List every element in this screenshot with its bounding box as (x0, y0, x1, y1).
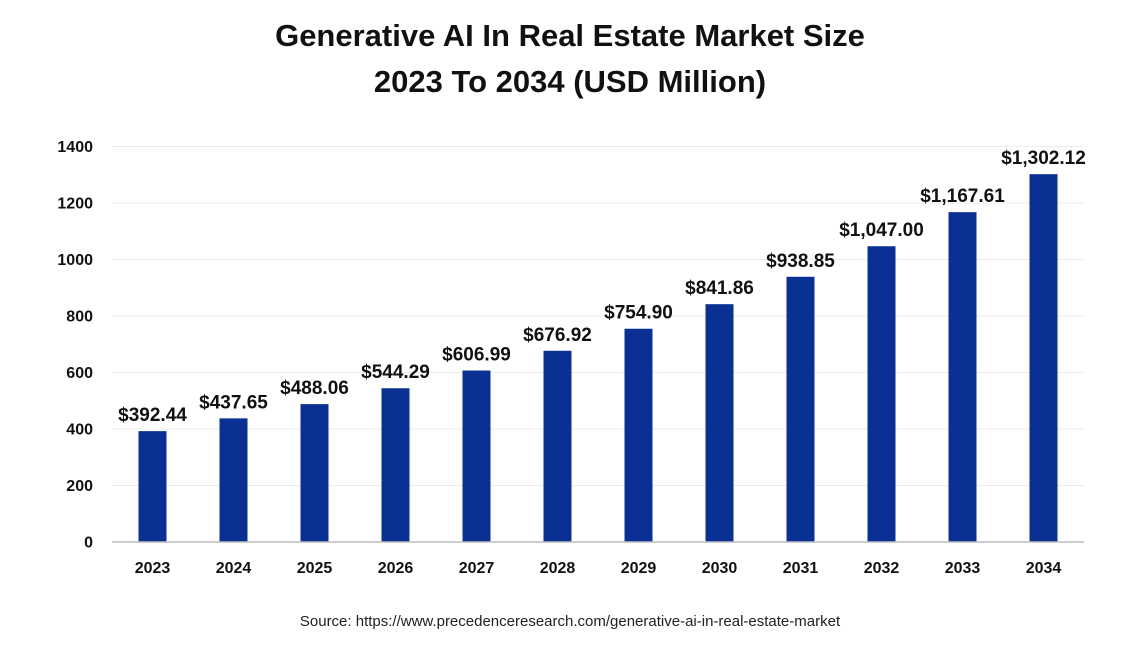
data-label: $1,167.61 (920, 186, 1005, 207)
data-label: $392.44 (118, 405, 187, 426)
bar-2030 (705, 304, 734, 542)
bar-2034 (1029, 174, 1058, 542)
data-label: $841.86 (685, 278, 754, 299)
x-tick-label: 2032 (864, 560, 900, 577)
x-tick-label: 2024 (216, 560, 252, 577)
x-tick-label: 2033 (945, 560, 981, 577)
x-tick-label: 2023 (135, 560, 171, 577)
bar-2024 (219, 418, 248, 542)
y-tick-label: 600 (66, 365, 93, 382)
bar-2032 (867, 246, 896, 542)
bar-2031 (786, 276, 815, 542)
data-label: $938.85 (766, 251, 835, 272)
x-tick-label: 2030 (702, 560, 738, 577)
y-tick-label: 800 (66, 309, 93, 326)
data-label: $1,302.12 (1001, 148, 1086, 169)
x-tick-label: 2034 (1026, 560, 1062, 577)
chart-title: Generative AI In Real Estate Market Size (275, 18, 865, 53)
y-tick-label: 1400 (57, 139, 93, 156)
data-label: $676.92 (523, 325, 592, 346)
x-tick-label: 2031 (783, 560, 819, 577)
x-tick-label: 2028 (540, 560, 576, 577)
bar-2023 (138, 431, 167, 542)
y-tick-label: 1000 (57, 252, 93, 269)
x-tick-label: 2026 (378, 560, 414, 577)
source-note: Source: https://www.precedenceresearch.c… (299, 613, 841, 630)
data-label: $606.99 (442, 345, 511, 366)
bar-2029 (624, 328, 653, 542)
data-label: $437.65 (199, 392, 268, 413)
bar-2026 (381, 388, 410, 542)
data-label: $488.06 (280, 378, 349, 399)
bar-2025 (300, 404, 329, 542)
bar-2028 (543, 350, 572, 542)
x-tick-label: 2029 (621, 560, 657, 577)
data-label: $544.29 (361, 362, 430, 383)
x-tick-label: 2027 (459, 560, 495, 577)
bar-2033 (948, 212, 977, 542)
data-label: $754.90 (604, 303, 673, 324)
x-tick-label: 2025 (297, 560, 333, 577)
y-tick-label: 200 (66, 478, 93, 495)
chart-subtitle: 2023 To 2034 (USD Million) (373, 64, 767, 99)
y-tick-label: 400 (66, 422, 93, 439)
bar-2027 (462, 370, 491, 542)
y-tick-label: 1200 (57, 196, 93, 213)
y-tick-label: 0 (84, 535, 93, 552)
data-label: $1,047.00 (839, 220, 924, 241)
